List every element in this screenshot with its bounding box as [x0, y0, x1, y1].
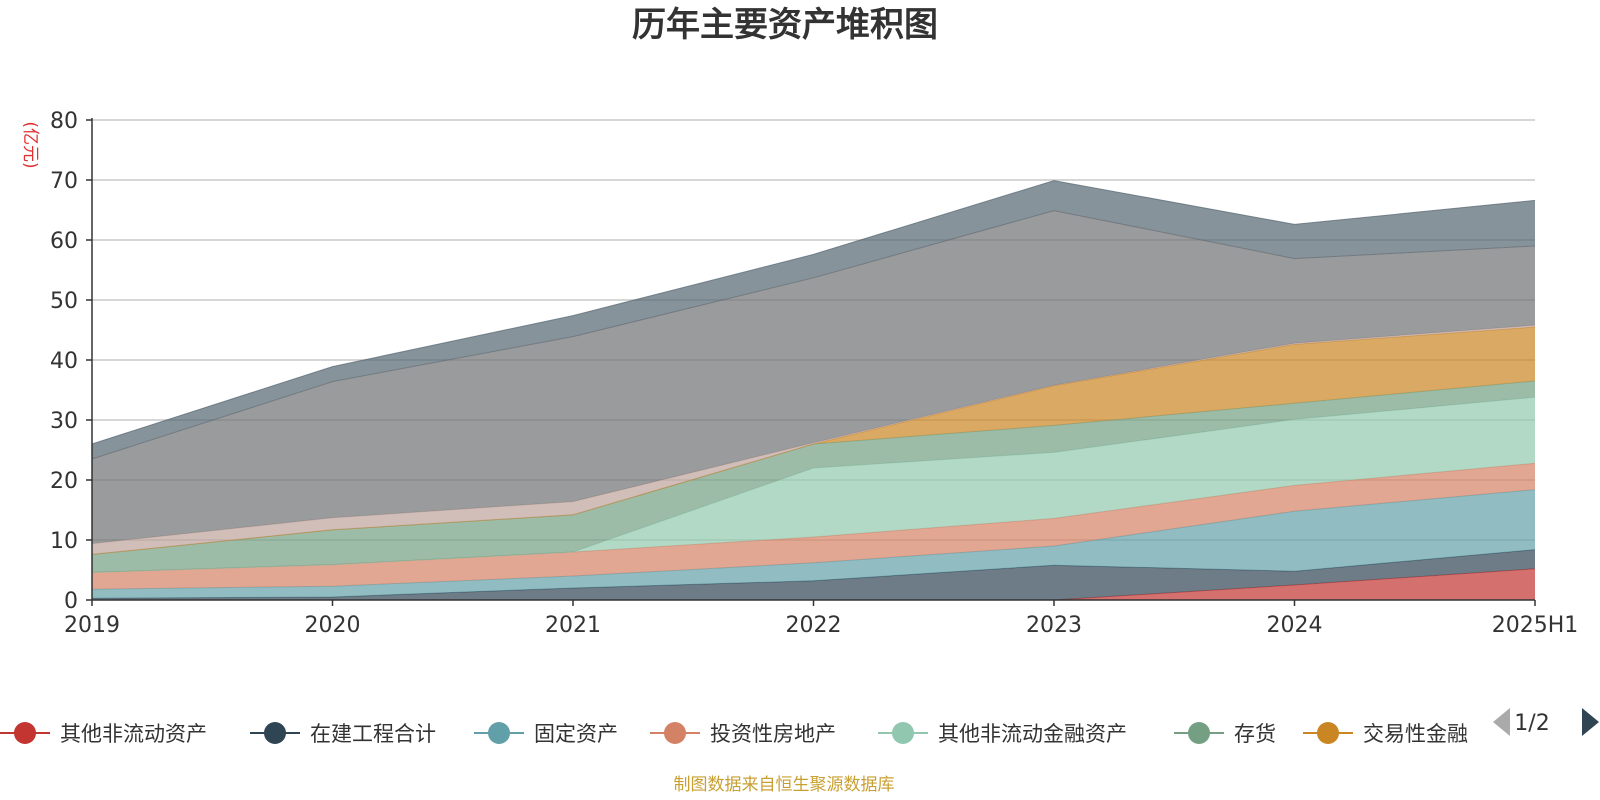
x-tick-label: 2022	[786, 613, 842, 638]
legend-circle-marker	[892, 722, 914, 744]
area-series-5	[92, 381, 1535, 573]
y-tick-label: 20	[50, 469, 78, 494]
legend-page-indicator: 1/2	[1514, 711, 1549, 736]
stacked-areas	[91, 180, 1536, 601]
y-tick-label: 10	[50, 529, 78, 554]
area-series-8	[92, 210, 1535, 544]
data-source-note: 制图数据来自恒生聚源数据库	[674, 775, 895, 795]
legend-label: 其他非流动金融资产	[938, 722, 1127, 746]
legend-label: 固定资产	[534, 722, 618, 746]
y-tick-label: 40	[50, 349, 78, 374]
area-series-4	[92, 397, 1535, 573]
legend-circle-marker	[488, 722, 510, 744]
y-tick-label: 60	[50, 229, 78, 254]
area-series-2	[92, 489, 1535, 599]
legend-item[interactable]: 存货	[1174, 722, 1276, 746]
area-series-3	[92, 463, 1535, 590]
legend-label: 交易性金融	[1363, 722, 1468, 746]
legend-circle-marker	[664, 722, 686, 744]
x-tick-label: 2020	[305, 613, 361, 638]
x-tick-label: 2021	[545, 613, 601, 638]
legend-item[interactable]: 在建工程合计	[250, 722, 436, 746]
triangle-right-icon[interactable]	[1582, 708, 1599, 736]
legend-label: 其他非流动资产	[60, 722, 207, 746]
legend-circle-marker	[14, 722, 36, 744]
y-axis-unit: (亿元)	[20, 121, 40, 168]
legend-circle-marker	[1188, 722, 1210, 744]
legend-item[interactable]: 交易性金融	[1303, 722, 1468, 746]
legend-circle-marker	[1317, 722, 1339, 744]
legend-item[interactable]: 其他非流动资产	[0, 722, 207, 746]
area-series-7	[92, 325, 1535, 555]
legend-pager: 1/2	[1493, 708, 1599, 736]
chart-title: 历年主要资产堆积图	[632, 5, 938, 45]
legend-label: 在建工程合计	[310, 722, 436, 746]
x-tick-label: 2023	[1026, 613, 1082, 638]
y-tick-label: 50	[50, 289, 78, 314]
legend: 其他非流动资产 在建工程合计 固定资产 投资性房地产 其他非流动金融资产 存货 交易性金融	[0, 722, 1468, 746]
legend-item[interactable]: 其他非流动金融资产	[878, 722, 1127, 746]
x-tick-label: 2024	[1267, 613, 1323, 638]
x-tick-label: 2025H1	[1492, 613, 1579, 638]
axes: 0 10 20 30 40 50 60 70 80 2019 2020 2021 2022 2023 202…	[50, 109, 1578, 638]
y-tick-label: 70	[50, 169, 78, 194]
triangle-left-icon[interactable]	[1493, 708, 1510, 736]
y-tick-label: 30	[50, 409, 78, 434]
area-series-1	[92, 549, 1535, 600]
legend-label: 投资性房地产	[710, 722, 836, 746]
y-tick-label: 0	[64, 589, 78, 614]
legend-label: 存货	[1234, 722, 1276, 746]
area-series-0	[92, 568, 1535, 600]
legend-item[interactable]: 投资性房地产	[650, 722, 836, 746]
legend-item[interactable]: 固定资产	[474, 722, 618, 746]
area-series-line-9	[91, 180, 1536, 445]
y-tick-label: 80	[50, 109, 78, 134]
area-series-6	[92, 327, 1535, 555]
x-tick-label: 2019	[64, 613, 120, 638]
legend-circle-marker	[264, 722, 286, 744]
